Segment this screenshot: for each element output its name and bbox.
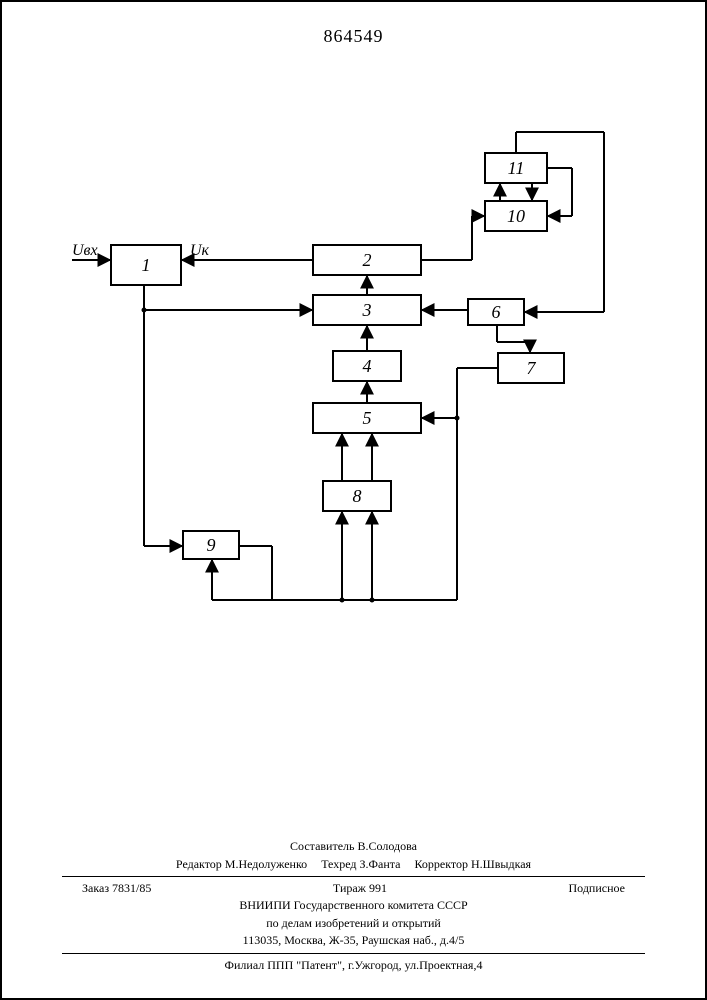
footer: Составитель В.Солодова Редактор М.Недолу… bbox=[2, 838, 705, 974]
footer-addr: 113035, Москва, Ж-35, Раушская наб., д.4… bbox=[2, 932, 705, 949]
footer-corrector: Корректор Н.Швыдкая bbox=[414, 856, 531, 873]
footer-divider-1 bbox=[62, 876, 645, 877]
block-diagram: Uвх Uк 1 2 3 4 5 6 7 8 9 10 11 bbox=[52, 102, 652, 722]
footer-editor: Редактор М.Недолуженко bbox=[176, 856, 307, 873]
diagram-wiring bbox=[52, 102, 652, 722]
footer-org1: ВНИИПИ Государственного комитета СССР bbox=[2, 897, 705, 914]
footer-credits-row: Редактор М.Недолуженко Техред З.Фанта Ко… bbox=[2, 856, 705, 873]
footer-tirage: Тираж 991 bbox=[333, 880, 387, 897]
footer-order: Заказ 7831/85 bbox=[82, 880, 151, 897]
footer-order-row: Заказ 7831/85 Тираж 991 Подписное bbox=[2, 880, 705, 897]
footer-org2: по делам изобретений и открытий bbox=[2, 915, 705, 932]
footer-compiler-row: Составитель В.Солодова bbox=[2, 838, 705, 855]
footer-branch: Филиал ППП "Патент", г.Ужгород, ул.Проек… bbox=[2, 957, 705, 974]
page: 864549 Uвх Uк 1 2 3 4 5 6 7 8 9 10 11 bbox=[0, 0, 707, 1000]
footer-divider-2 bbox=[62, 953, 645, 954]
footer-subscription: Подписное bbox=[569, 880, 626, 897]
footer-techred: Техред З.Фанта bbox=[321, 856, 400, 873]
page-number: 864549 bbox=[324, 26, 384, 47]
footer-compiler: Составитель В.Солодова bbox=[290, 838, 417, 855]
